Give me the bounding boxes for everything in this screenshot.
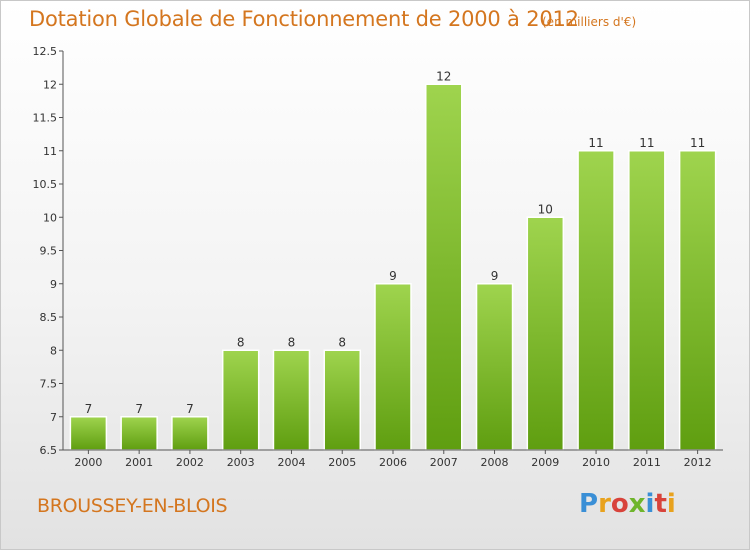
y-tick-label: 11 [43, 145, 57, 158]
bar-2007 [425, 83, 463, 451]
bar-value-label: 9 [389, 269, 397, 283]
bar-2012 [678, 150, 717, 451]
x-tick-label: 2007 [430, 456, 458, 469]
bars-group: 7 7 7 8 8 8 9 12 9 10 11 11 11 [69, 69, 717, 451]
x-tick-label: 2000 [74, 456, 102, 469]
y-tick-label: 7.5 [40, 378, 58, 391]
y-tick-label: 7 [50, 411, 57, 424]
x-tick-label: 2008 [481, 456, 509, 469]
x-tick-label: 2011 [633, 456, 661, 469]
chart-subtitle: (en milliers d'€) [542, 15, 637, 29]
x-tick-label: 2005 [328, 456, 356, 469]
bar-value-label: 10 [538, 202, 553, 216]
logo-letter: r [598, 489, 611, 519]
y-tick-label: 12.5 [33, 45, 58, 58]
x-tick-label: 2004 [277, 456, 305, 469]
bar-value-label: 8 [338, 335, 346, 349]
bar-2002 [171, 416, 209, 451]
y-tick-label: 8.5 [40, 311, 58, 324]
bar-value-label: 11 [690, 136, 705, 150]
bar-value-label: 7 [186, 402, 194, 416]
commune-name: BROUSSEY-EN-BLOIS [37, 495, 228, 517]
logo-letter: t [654, 489, 667, 519]
y-tick-label: 11.5 [33, 112, 58, 125]
axes-group: 6.5 7 7.5 8 8.5 9 9.5 10 10.5 11 11.5 12 12.5 2000 200… [33, 45, 723, 469]
logo-letter: P [579, 489, 599, 519]
logo-letter: i [666, 489, 676, 519]
bar-2010 [577, 150, 615, 451]
y-tick-label: 9.5 [40, 245, 58, 258]
bar-value-label: 11 [588, 136, 603, 150]
y-tick-label: 9 [50, 278, 57, 291]
x-tick-label: 2009 [531, 456, 559, 469]
logo-letter: i [645, 489, 655, 519]
bar-2006 [374, 283, 412, 451]
x-tick-label: 2012 [684, 456, 712, 469]
proxiti-logo: Proxiti [579, 489, 676, 519]
bar-2000 [69, 416, 108, 451]
y-tick-label: 8 [50, 344, 57, 357]
bar-2009 [526, 216, 565, 451]
bar-2011 [628, 150, 666, 451]
x-tick-label: 2010 [582, 456, 610, 469]
bar-value-label: 7 [135, 402, 143, 416]
bar-value-label: 7 [85, 402, 93, 416]
x-tick-label: 2006 [379, 456, 407, 469]
x-tick-label: 2003 [227, 456, 255, 469]
y-tick-label: 10 [43, 211, 57, 224]
bar-2001 [120, 416, 158, 451]
bar-2003 [221, 349, 260, 451]
bar-2005 [323, 349, 361, 451]
x-tick-label: 2002 [176, 456, 204, 469]
bar-value-label: 8 [288, 335, 296, 349]
logo-letter: x [628, 489, 646, 519]
bar-2008 [475, 283, 514, 451]
bar-value-label: 12 [436, 69, 451, 83]
y-tick-label: 10.5 [33, 178, 58, 191]
bar-value-label: 9 [491, 269, 499, 283]
logo-letter: o [610, 489, 629, 519]
y-tick-label: 12 [43, 78, 57, 91]
bar-value-label: 8 [237, 335, 245, 349]
y-tick-label: 6.5 [40, 444, 58, 457]
bar-2004 [272, 349, 311, 451]
x-tick-label: 2001 [125, 456, 153, 469]
chart-title: Dotation Globale de Fonctionnement de 20… [29, 7, 579, 31]
bar-value-label: 11 [639, 136, 654, 150]
